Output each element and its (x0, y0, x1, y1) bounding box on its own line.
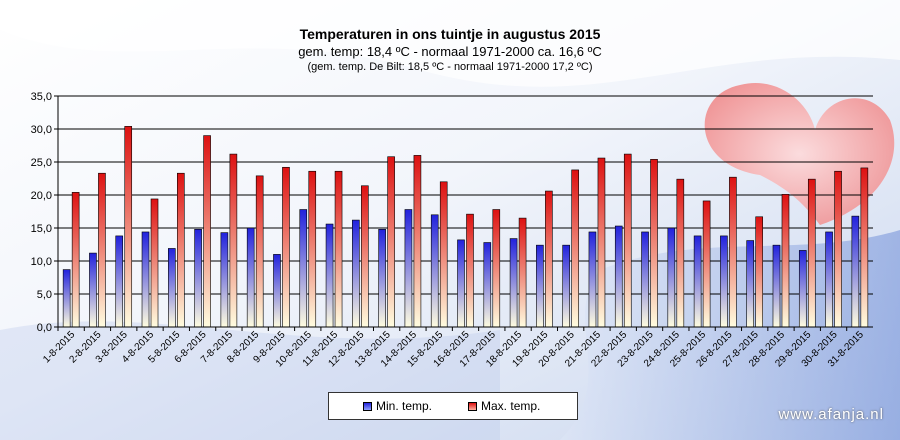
bar-max-temp (492, 209, 501, 328)
legend-label-max: Max. temp. (481, 399, 541, 413)
axes (54, 95, 873, 331)
bar-max-temp (334, 170, 343, 328)
y-tick-label: 35,0 (31, 91, 52, 103)
bar-min-temp (483, 242, 492, 328)
y-tick-label: 15,0 (31, 223, 52, 235)
bar-min-temp (851, 215, 860, 328)
bar-min-temp (62, 269, 71, 328)
bar-max-temp (150, 198, 159, 328)
bar-min-temp (220, 232, 229, 328)
bar-min-temp (720, 235, 728, 328)
bar-min-temp (141, 231, 150, 328)
y-tick-label: 5,0 (37, 289, 52, 301)
heart-shape (704, 83, 895, 225)
bar-max-temp (361, 185, 369, 328)
bar-min-temp (536, 244, 544, 328)
bar-min-temp (562, 244, 570, 328)
legend-label-min: Min. temp. (376, 399, 433, 413)
bar-max-temp (439, 181, 448, 328)
bar-min-temp (246, 227, 255, 328)
bar-max-temp (755, 216, 763, 328)
bar-max-temp (676, 178, 685, 328)
bar-min-temp (89, 252, 97, 328)
bar-max-temp (229, 153, 238, 328)
bar-min-temp (641, 231, 649, 328)
bar-max-temp (98, 172, 106, 328)
bar-max-temp (466, 213, 474, 328)
bar-max-temp (413, 155, 422, 328)
bar-min-temp (325, 223, 334, 328)
bar-max-temp (71, 192, 80, 328)
bar-min-temp (667, 227, 676, 328)
bar-max-temp (597, 157, 606, 328)
y-tick-label: 20,0 (31, 190, 52, 202)
y-tick-label: 0,0 (37, 322, 52, 334)
x-tick-labels: 1-8-20152-8-20153-8-20154-8-20155-8-2015… (41, 329, 866, 369)
bars (62, 126, 869, 328)
bar-max-temp (860, 167, 869, 328)
legend-item-max: Max. temp. (468, 399, 540, 413)
y-tick-label: 25,0 (31, 157, 52, 169)
y-tick-label: 30,0 (31, 124, 52, 136)
bar-max-temp (729, 176, 737, 328)
bar-min-temp (115, 235, 124, 328)
bar-min-temp (693, 235, 702, 328)
bar-max-temp (387, 156, 395, 328)
y-tick-label: 10,0 (31, 256, 52, 268)
bar-max-temp (807, 178, 816, 328)
bar-min-temp (404, 209, 413, 328)
bar-max-temp (282, 166, 290, 328)
y-tick-labels: 0,0 5,0 10,0 15,0 20,0 25,0 30,0 35,0 (31, 91, 52, 334)
watermark-text: www.afanja.nl (778, 406, 884, 423)
bar-min-temp (194, 229, 202, 328)
legend-item-min: Min. temp. (363, 399, 432, 413)
bar-max-temp (124, 126, 133, 328)
bar-min-temp (772, 244, 781, 328)
bar-max-temp (545, 190, 553, 328)
bar-max-temp (781, 194, 790, 328)
chart-subtitle: gem. temp: 18,4 ºC - normaal 1971-2000 c… (298, 44, 602, 59)
bar-min-temp (168, 248, 176, 328)
legend: Min. temp. Max. temp. (328, 392, 578, 420)
bar-min-temp (378, 229, 386, 328)
chart-title: Temperaturen in ons tuintje in augustus … (299, 26, 601, 42)
bar-max-temp (518, 217, 527, 328)
bar-max-temp (623, 153, 632, 328)
bar-min-temp (825, 231, 833, 328)
bar-max-temp (834, 170, 842, 328)
bar-min-temp (746, 240, 754, 328)
bar-max-temp (177, 172, 185, 328)
bar-min-temp (352, 219, 360, 328)
bar-max-temp (203, 135, 211, 328)
chart-subtitle-debilt: (gem. temp. De Bilt: 18,5 ºC - normaal 1… (307, 61, 593, 73)
bar-min-temp (614, 225, 623, 328)
bar-min-temp (588, 231, 597, 328)
bar-max-temp (650, 159, 658, 328)
bar-min-temp (273, 254, 281, 328)
bar-max-temp (255, 175, 264, 328)
bar-min-temp (430, 214, 439, 328)
legend-swatch-max (468, 401, 478, 411)
bar-max-temp (308, 170, 317, 328)
bar-min-temp (509, 238, 518, 328)
legend-swatch-min (363, 401, 372, 411)
bar-min-temp (299, 209, 308, 328)
bar-max-temp (702, 200, 711, 328)
bar-min-temp (798, 250, 807, 328)
bar-min-temp (457, 239, 465, 328)
bar-max-temp (571, 169, 579, 328)
